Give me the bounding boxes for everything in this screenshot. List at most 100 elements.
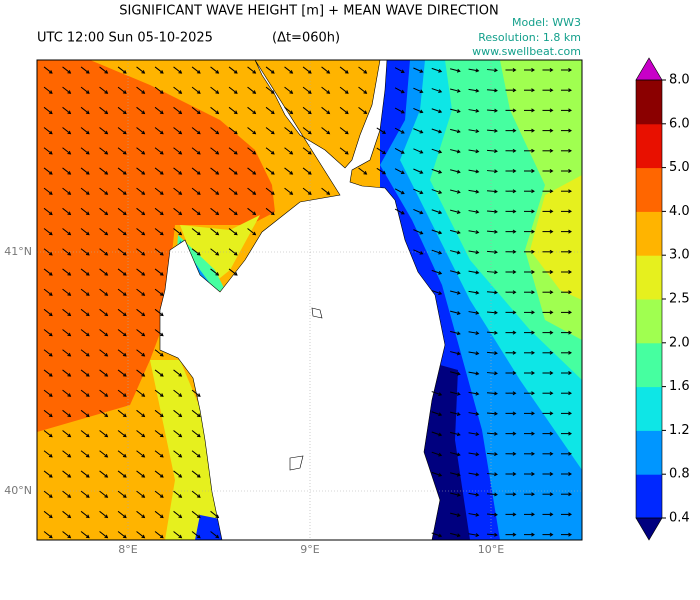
- arrow-head: [531, 169, 535, 173]
- arrow: [136, 349, 146, 357]
- arrow-head: [141, 211, 146, 216]
- arrow-head: [122, 171, 127, 175]
- arrow: [80, 127, 90, 135]
- arrow: [302, 187, 312, 195]
- arrow: [431, 168, 443, 174]
- arrow-head: [531, 148, 535, 153]
- arrow-shaft: [228, 86, 238, 94]
- arrow: [210, 207, 220, 216]
- arrow-head: [122, 312, 127, 317]
- arrow-shaft: [302, 167, 312, 175]
- arrow-head: [104, 211, 109, 216]
- arrow-shaft: [136, 349, 145, 357]
- arrow-shaft: [486, 149, 498, 152]
- arrow-head: [512, 108, 517, 113]
- arrow: [173, 389, 183, 397]
- arrow-shaft: [431, 411, 442, 416]
- arrow-head: [85, 171, 90, 175]
- arrow-head: [326, 70, 331, 74]
- arrow: [450, 532, 461, 538]
- arrow-head: [104, 494, 109, 498]
- arrow-shaft: [99, 349, 108, 357]
- arrow: [524, 108, 535, 113]
- arrow-shaft: [80, 187, 90, 195]
- arrow-head: [215, 130, 220, 135]
- arrow-shaft: [173, 389, 182, 397]
- arrow-head: [512, 492, 517, 497]
- arrow-shaft: [247, 86, 256, 94]
- arrow-shaft: [43, 288, 53, 296]
- arrow-shaft: [154, 167, 164, 175]
- arrow: [191, 450, 201, 458]
- arrow: [542, 411, 554, 416]
- arrow-head: [549, 371, 554, 375]
- arrow-shaft: [265, 66, 275, 74]
- arrow: [136, 470, 146, 478]
- arrow: [99, 349, 109, 357]
- arrow: [486, 492, 498, 497]
- arrow: [154, 430, 164, 438]
- arrow-head: [159, 453, 164, 458]
- arrow-shaft: [117, 66, 127, 74]
- arrow-head: [122, 534, 127, 539]
- arrow-shaft: [117, 288, 127, 296]
- arrow-head: [104, 231, 109, 236]
- arrow: [191, 248, 201, 256]
- arrow-head: [512, 88, 517, 93]
- arrow-head: [104, 292, 109, 296]
- arrow-shaft: [210, 187, 219, 195]
- arrow: [117, 288, 127, 296]
- arrow-shaft: [80, 369, 90, 377]
- arrow: [265, 86, 275, 94]
- arrow-head: [456, 169, 461, 174]
- arrow-head: [568, 431, 572, 436]
- arrow-head: [475, 331, 480, 335]
- arrow-shaft: [247, 228, 256, 236]
- arrow: [173, 86, 183, 94]
- arrow: [486, 310, 498, 315]
- arrow-shaft: [117, 127, 127, 135]
- arrow: [561, 169, 572, 173]
- arrow-shaft: [210, 147, 219, 155]
- arrow: [431, 108, 443, 114]
- arrow-shaft: [80, 248, 90, 256]
- arrow-head: [419, 129, 424, 134]
- arrow-head: [456, 210, 461, 214]
- arrow-head: [252, 70, 257, 74]
- arrow-shaft: [43, 531, 53, 539]
- arrow-head: [344, 70, 349, 74]
- arrow-head: [494, 250, 498, 255]
- arrow-head: [289, 130, 294, 135]
- arrow-shaft: [413, 107, 423, 113]
- arrow: [173, 409, 183, 418]
- arrow: [265, 66, 275, 74]
- arrow-head: [531, 229, 535, 234]
- arrow-head: [456, 371, 461, 376]
- arrow-head: [104, 272, 109, 276]
- arrow-head: [159, 292, 164, 296]
- arrow: [80, 490, 90, 498]
- arrow: [524, 431, 535, 436]
- arrow-shaft: [99, 329, 108, 337]
- arrow-head: [48, 70, 53, 74]
- arrow: [136, 268, 146, 276]
- arrow: [394, 127, 405, 134]
- arrow: [43, 349, 53, 357]
- arrow-head: [419, 89, 424, 94]
- arrow: [99, 531, 109, 539]
- arrow: [284, 86, 294, 94]
- arrow-head: [456, 513, 461, 517]
- arrow-head: [512, 128, 517, 133]
- arrow: [99, 409, 109, 418]
- arrow-head: [307, 70, 312, 74]
- arrow: [542, 229, 554, 234]
- arrow: [62, 369, 72, 377]
- arrow-shaft: [431, 88, 442, 93]
- arrow-head: [178, 534, 183, 539]
- arrow: [524, 411, 535, 416]
- arrow-head: [141, 90, 146, 94]
- arrow: [486, 512, 498, 517]
- time: UTC 12:00 Sun 05-10-2025: [37, 31, 213, 46]
- arrow-head: [549, 229, 554, 234]
- arrow-shaft: [468, 492, 479, 496]
